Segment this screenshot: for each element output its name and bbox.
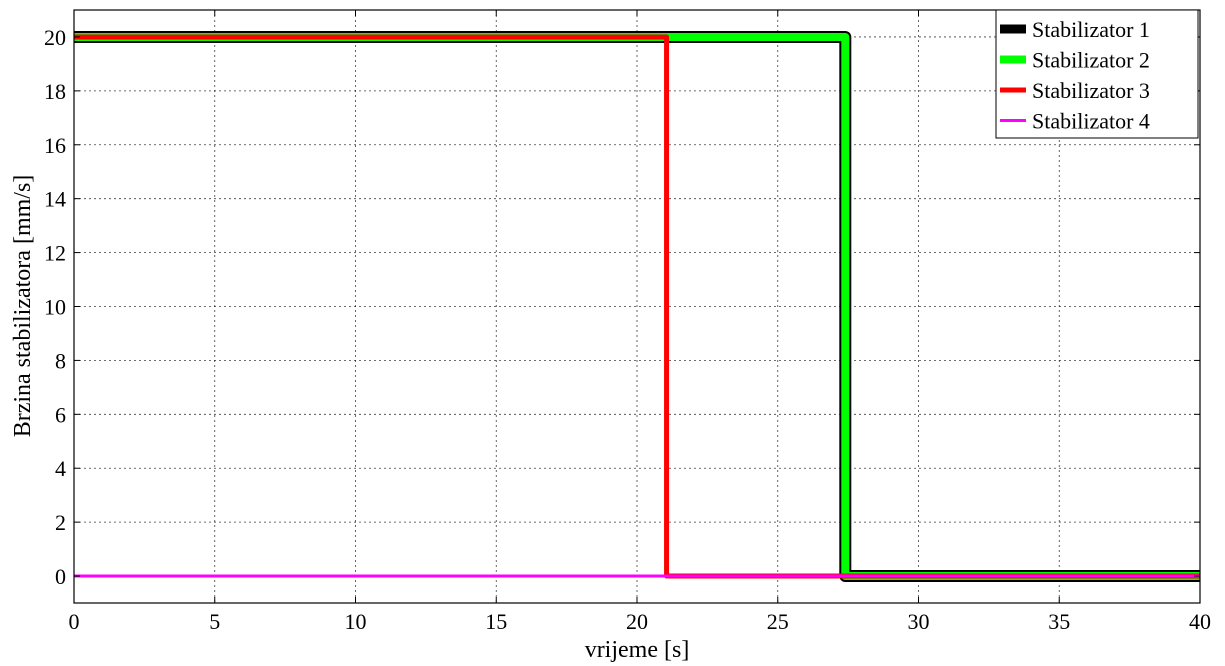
y-tick-label: 8 xyxy=(55,348,66,373)
x-axis-label: vrijeme [s] xyxy=(585,637,690,663)
grid xyxy=(74,10,1200,603)
y-tick-label: 2 xyxy=(55,510,66,535)
x-tick-label: 20 xyxy=(626,609,648,634)
legend-label-3: Stabilizator 3 xyxy=(1032,78,1150,103)
y-axis-label: Brzina stabilizatora [mm/s] xyxy=(10,175,36,438)
y-tick-label: 10 xyxy=(44,295,66,320)
ticks: 0 5 10 15 20 25 30 35 40 0 2 4 6 8 10 12 14 16 18 20 xyxy=(44,10,1211,634)
legend-label-1: Stabilizator 1 xyxy=(1032,17,1150,42)
y-tick-label: 20 xyxy=(44,25,66,50)
y-tick-label: 14 xyxy=(44,187,66,212)
legend-label-4: Stabilizator 4 xyxy=(1032,109,1150,134)
legend-label-2: Stabilizator 2 xyxy=(1032,48,1150,73)
y-tick-label: 6 xyxy=(55,402,66,427)
x-tick-label: 5 xyxy=(209,609,220,634)
y-tick-label: 18 xyxy=(44,79,66,104)
y-tick-label: 4 xyxy=(55,456,66,481)
x-tick-label: 35 xyxy=(1048,609,1070,634)
y-tick-label: 16 xyxy=(44,133,66,158)
x-tick-label: 40 xyxy=(1189,609,1211,634)
x-tick-label: 15 xyxy=(485,609,507,634)
legend-box xyxy=(995,9,1199,139)
x-tick-label: 30 xyxy=(908,609,930,634)
series-layer xyxy=(74,30,1200,583)
legend: Stabilizator 1 Stabilizator 2 Stabilizator… xyxy=(995,9,1199,139)
x-tick-label: 0 xyxy=(69,609,80,634)
y-tick-label: 0 xyxy=(55,564,66,589)
x-tick-label: 10 xyxy=(345,609,367,634)
x-tick-label: 25 xyxy=(767,609,789,634)
y-tick-label: 12 xyxy=(44,241,66,266)
